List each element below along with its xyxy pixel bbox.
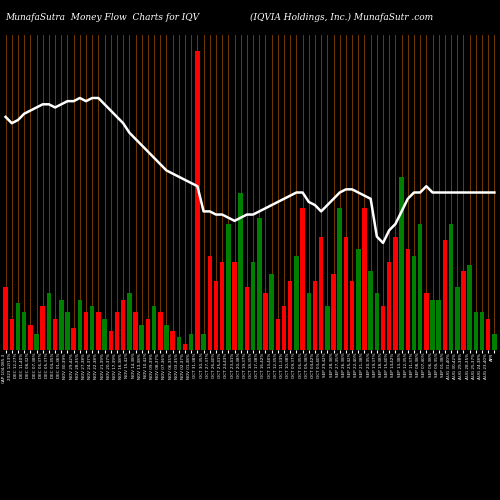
Bar xyxy=(84,312,88,350)
Bar xyxy=(127,294,132,350)
Bar xyxy=(387,262,392,350)
Bar xyxy=(474,312,478,350)
Bar xyxy=(368,271,373,350)
Bar xyxy=(214,280,218,350)
Bar xyxy=(251,262,256,350)
Bar xyxy=(356,249,360,350)
Bar xyxy=(400,177,404,350)
Bar xyxy=(288,280,292,350)
Bar xyxy=(486,318,490,350)
Bar xyxy=(22,312,26,350)
Text: (IQVIA Holdings, Inc.) MunafaSutr .com: (IQVIA Holdings, Inc.) MunafaSutr .com xyxy=(250,12,433,22)
Bar xyxy=(362,208,366,350)
Bar xyxy=(424,294,428,350)
Bar xyxy=(208,256,212,350)
Bar xyxy=(492,334,496,350)
Bar xyxy=(344,236,348,350)
Bar xyxy=(325,306,330,350)
Bar xyxy=(108,331,113,350)
Bar xyxy=(46,294,51,350)
Bar xyxy=(146,318,150,350)
Bar xyxy=(406,249,410,350)
Bar xyxy=(121,300,126,350)
Bar xyxy=(10,318,14,350)
Bar xyxy=(4,287,8,350)
Bar xyxy=(40,306,45,350)
Bar xyxy=(102,318,107,350)
Bar xyxy=(381,306,386,350)
Bar xyxy=(244,287,249,350)
Bar xyxy=(436,300,441,350)
Bar xyxy=(276,318,280,350)
Bar xyxy=(442,240,447,350)
Bar xyxy=(350,280,354,350)
Bar xyxy=(164,325,168,350)
Bar xyxy=(480,312,484,350)
Bar xyxy=(319,236,324,350)
Bar xyxy=(306,294,311,350)
Bar xyxy=(418,224,422,350)
Bar xyxy=(16,303,20,350)
Bar xyxy=(430,300,435,350)
Bar xyxy=(332,274,336,350)
Bar xyxy=(170,331,175,350)
Bar xyxy=(263,294,268,350)
Bar xyxy=(461,271,466,350)
Bar xyxy=(300,208,305,350)
Bar xyxy=(59,300,64,350)
Bar xyxy=(374,294,379,350)
Text: MunafaSutra  Money Flow  Charts for IQV: MunafaSutra Money Flow Charts for IQV xyxy=(5,12,199,22)
Bar xyxy=(34,334,39,350)
Bar xyxy=(189,334,194,350)
Bar xyxy=(282,306,286,350)
Bar xyxy=(238,192,243,350)
Bar xyxy=(183,344,188,350)
Bar xyxy=(393,236,398,350)
Bar xyxy=(294,256,298,350)
Bar xyxy=(226,224,230,350)
Bar xyxy=(96,312,100,350)
Bar xyxy=(338,208,342,350)
Bar xyxy=(28,325,32,350)
Bar xyxy=(176,338,181,350)
Bar xyxy=(232,262,237,350)
Bar xyxy=(312,280,317,350)
Bar xyxy=(158,312,162,350)
Bar xyxy=(78,300,82,350)
Bar xyxy=(468,265,472,350)
Bar xyxy=(114,312,119,350)
Bar xyxy=(270,274,274,350)
Bar xyxy=(134,312,138,350)
Bar xyxy=(455,287,460,350)
Bar xyxy=(72,328,76,350)
Bar xyxy=(449,224,454,350)
Bar xyxy=(140,325,144,350)
Bar xyxy=(257,218,262,350)
Bar xyxy=(412,256,416,350)
Bar xyxy=(90,306,94,350)
Bar xyxy=(152,306,156,350)
Bar xyxy=(220,262,224,350)
Bar xyxy=(53,318,58,350)
Bar xyxy=(65,312,70,350)
Bar xyxy=(202,334,206,350)
Bar xyxy=(195,51,200,350)
